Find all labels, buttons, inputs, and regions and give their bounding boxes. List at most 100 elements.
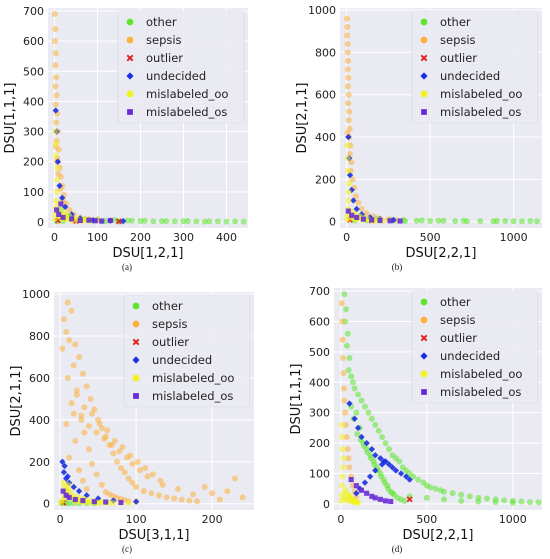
data-point [60, 214, 66, 221]
data-point [340, 455, 347, 462]
data-point [371, 461, 378, 468]
data-point [201, 218, 208, 225]
data-point [339, 446, 346, 453]
legend-marker [420, 316, 428, 324]
series-mislabeled_os [348, 477, 394, 505]
legend-label: outlier [152, 335, 189, 349]
data-point [351, 415, 358, 422]
data-point [186, 497, 193, 504]
data-point [353, 409, 360, 416]
data-point [70, 483, 77, 491]
x-tick-label: 400 [216, 231, 237, 244]
data-point [345, 100, 352, 107]
data-point [66, 500, 73, 507]
data-point [124, 217, 131, 224]
panel-d: 0 500 1000 0 100 200 300 400 500 600 700 DSU[2,2,1]… [289, 285, 542, 554]
y-tick-label: 500 [23, 65, 44, 78]
data-point [343, 306, 350, 313]
legend-label: undecided [146, 69, 206, 83]
data-point [358, 487, 365, 493]
data-point [466, 493, 473, 500]
data-point [75, 487, 83, 495]
data-point [76, 353, 83, 360]
data-point [510, 218, 517, 225]
data-point [372, 421, 379, 428]
data-point [527, 218, 534, 225]
legend: other sepsis outlier undecided mislabeled_oo… [117, 10, 245, 124]
panel-caption: (b) [392, 262, 403, 272]
data-point [518, 498, 525, 505]
legend-label: sepsis [440, 313, 476, 327]
data-point [129, 479, 136, 486]
y-tick-label: 400 [29, 414, 50, 427]
data-point [351, 385, 358, 392]
legend-item-mislabeled_os: mislabeled_os [133, 389, 233, 403]
panel-a: 0 100 200 300 400 0 100 200 300 400 500 600 700 DSU[1… [3, 5, 248, 272]
data-point [52, 101, 59, 108]
y-tick-label: 200 [315, 173, 336, 186]
data-point [406, 496, 413, 503]
data-point [345, 189, 352, 196]
legend-marker [133, 393, 139, 399]
x-tick-label: 300 [173, 231, 194, 244]
data-point [441, 488, 448, 495]
legend-item-outlier: outlier [420, 331, 477, 345]
data-point [140, 488, 147, 495]
y-tick-label: 600 [309, 315, 330, 328]
data-point [59, 345, 66, 352]
data-point [148, 490, 155, 497]
y-tick-label: 1000 [308, 4, 336, 17]
data-point [346, 464, 353, 471]
data-point [369, 217, 375, 223]
data-points [57, 299, 246, 507]
legend-item-other: other [132, 299, 183, 313]
data-point [108, 442, 115, 449]
y-tick-label: 700 [309, 285, 330, 298]
data-point [344, 15, 351, 22]
data-point [107, 217, 113, 224]
data-point [66, 494, 72, 500]
data-point [53, 92, 60, 99]
data-point [53, 74, 60, 81]
data-point [346, 180, 353, 187]
x-tick-label: 500 [416, 513, 437, 526]
legend-marker [421, 389, 427, 395]
data-point [81, 429, 88, 436]
data-point [56, 211, 62, 217]
data-point [54, 207, 60, 213]
data-point [111, 437, 118, 444]
legend-item-mislabeled_oo: mislabeled_oo [126, 87, 228, 101]
data-point [53, 188, 60, 195]
data-point [127, 452, 134, 459]
data-point [423, 494, 430, 501]
y-tick-label: 300 [309, 407, 330, 420]
data-point [180, 218, 187, 225]
data-point [70, 362, 77, 369]
data-point [214, 218, 221, 225]
legend-label: sepsis [146, 33, 182, 47]
legend-marker [421, 109, 427, 115]
data-point [54, 158, 62, 165]
data-point [509, 499, 516, 506]
data-point [354, 424, 362, 432]
y-tick-label: 0 [323, 498, 330, 511]
data-point [363, 439, 370, 447]
data-point [232, 218, 239, 225]
data-point [372, 495, 378, 501]
data-point [477, 218, 484, 225]
x-tick-label: 100 [126, 513, 147, 526]
data-point [372, 452, 379, 459]
data-point [78, 416, 85, 423]
data-point [350, 197, 357, 204]
y-tick-label: 0 [37, 216, 44, 229]
data-point [132, 498, 140, 505]
y-tick-label: 100 [23, 186, 44, 199]
data-point [190, 491, 197, 498]
legend-marker [420, 370, 428, 378]
data-point [79, 477, 86, 484]
data-point [52, 128, 59, 135]
data-point [340, 370, 347, 377]
data-point [365, 409, 372, 416]
data-point [73, 387, 80, 394]
